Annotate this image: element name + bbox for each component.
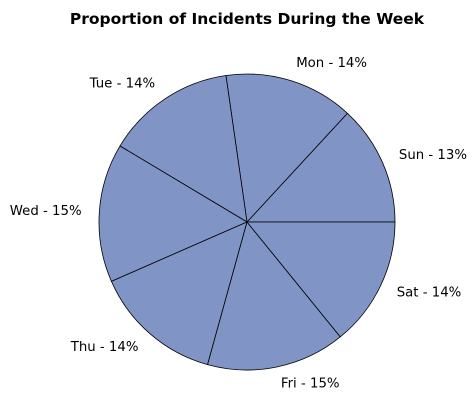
pie-label-tue: Tue - 14% [89, 77, 156, 92]
pie-slice-sun [246, 112, 396, 223]
pie-labels: Sun - 13% Mon - 14% Tue - 14% Wed - 15% Thu … [10, 56, 467, 392]
pie-label-wed: Wed - 15% [10, 204, 82, 219]
pie-label-fri: Fri - 15% [281, 377, 340, 392]
chart-title: Proportion of Incidents During the Week [70, 10, 425, 28]
pie-slice-sat [246, 221, 396, 338]
pie-slice-mon [225, 73, 348, 223]
pie-slice-thu [111, 221, 248, 366]
pie-label-sun: Sun - 13% [399, 148, 467, 163]
pie-label-sat: Sat - 14% [397, 286, 462, 301]
pie-slice-fri [207, 221, 341, 371]
pie-label-thu: Thu - 14% [70, 340, 139, 355]
pie-slices [98, 73, 396, 371]
pie-slice-tue [119, 75, 248, 223]
pie-label-mon: Mon - 14% [296, 56, 367, 71]
pie-slice-wed [98, 145, 248, 282]
